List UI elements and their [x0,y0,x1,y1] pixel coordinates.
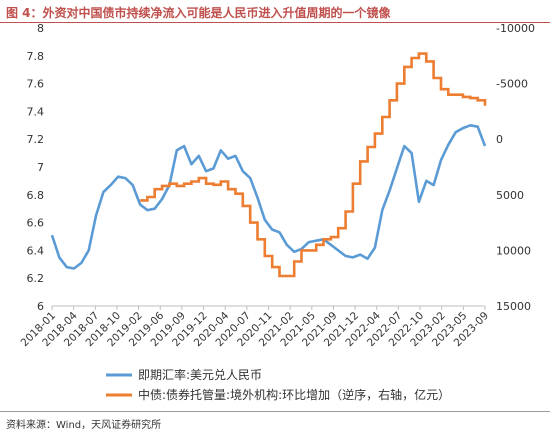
legend-label: 中债:债券托管量:境外机构:环比增加（逆序，右轴，亿元） [138,387,450,402]
left-tick-label: 6.4 [27,244,45,257]
left-tick-label: 6.6 [27,217,45,230]
source-divider [0,411,550,412]
series-line-bond-holdings [140,52,487,278]
left-tick-label: 6.2 [27,272,45,285]
right-tick-label: 5000 [496,189,524,202]
left-tick-label: 7.6 [27,78,45,91]
left-tick-label: 7.8 [27,50,45,63]
left-axis: 6 6.2 6.4 6.6 6.8 7 7.2 7.4 7.6 7.8 8 [27,22,45,313]
left-tick-label: 8 [37,22,44,35]
legend-label: 即期汇率:美元兑人民币 [138,367,262,382]
right-tick-label: 0 [496,133,503,146]
left-tick-label: 7.4 [27,105,45,118]
left-tick-label: 6 [37,300,44,313]
right-tick-label: -10000 [496,22,535,35]
chart-title: 图 4：外资对中国债市持续净流入可能是人民币进入升值周期的一个镜像 [6,6,391,20]
right-tick-label: -5000 [496,78,528,91]
title-underline [0,22,550,23]
left-tick-label: 7 [37,161,44,174]
left-tick-label: 7.2 [27,133,45,146]
series-line-exchange-rate [50,124,487,270]
right-tick-label: 10000 [496,244,531,257]
right-axis: -10000 -5000 0 5000 10000 15000 [496,22,535,313]
x-axis: 2018-012018-042018-072018-102019-022019-… [19,306,491,349]
chart-area: 6 6.2 6.4 6.6 6.8 7 7.2 7.4 7.6 7.8 8 -10000 -5000 0… [19,22,535,402]
source-note: 资料来源：Wind，天风证券研究所 [6,420,162,431]
left-tick-label: 6.8 [27,189,45,202]
series-group [50,52,487,278]
right-tick-label: 15000 [496,300,531,313]
